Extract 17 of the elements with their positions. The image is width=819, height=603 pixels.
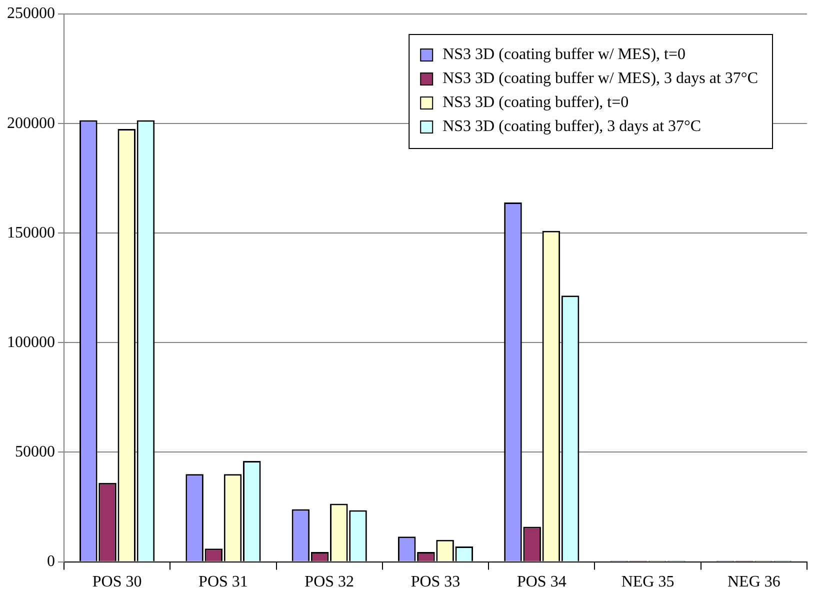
x-tick-label: POS 31 <box>198 574 248 591</box>
x-tick-label: POS 33 <box>410 574 460 591</box>
y-tick-label: 150000 <box>7 224 55 242</box>
y-tick-label: 0 <box>47 553 55 570</box>
y-tick-label: 250000 <box>7 5 55 22</box>
x-tick-label: POS 30 <box>92 574 142 591</box>
x-tick-label: NEG 35 <box>621 574 674 591</box>
legend-label: NS3 3D (coating buffer w/ MES), t=0 <box>442 46 686 64</box>
x-tick-label: POS 32 <box>304 574 354 591</box>
x-tick-label: POS 34 <box>516 574 566 591</box>
legend-label: NS3 3D (coating buffer w/ MES), 3 days at 37°C <box>442 70 758 88</box>
x-tick-label: NEG 36 <box>727 574 780 591</box>
legend-label: NS3 3D (coating buffer), t=0 <box>442 94 629 112</box>
y-tick-label: 50000 <box>15 443 55 460</box>
legend-label: NS3 3D (coating buffer), 3 days at 37°C <box>442 118 702 136</box>
y-tick-label: 200000 <box>7 114 55 132</box>
y-tick-label: 100000 <box>7 334 55 351</box>
